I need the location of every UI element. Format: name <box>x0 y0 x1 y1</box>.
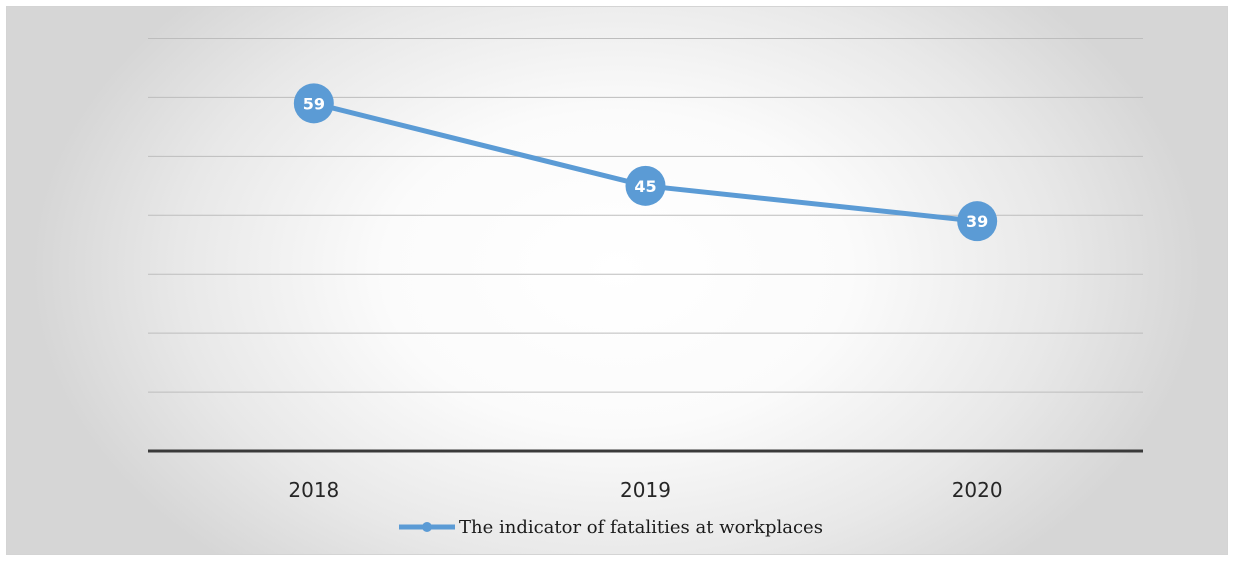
x-tick-label-2018: 2018 <box>288 478 339 502</box>
data-label-2020: 39 <box>966 212 988 231</box>
gridlines <box>148 38 1143 393</box>
x-tick-labels: 2018 2019 2020 <box>288 478 1002 502</box>
data-label-2018: 59 <box>303 94 325 113</box>
x-tick-label-2020: 2020 <box>952 478 1003 502</box>
legend-dot-marker <box>422 522 432 532</box>
legend-label: The indicator of fatalities at workplace… <box>459 517 823 538</box>
data-point-2019 <box>625 165 666 206</box>
series-layer: 59 45 39 <box>293 83 998 242</box>
legend: The indicator of fatalities at workplace… <box>399 517 823 538</box>
data-label-2019: 45 <box>634 177 656 196</box>
data-point-2018 <box>293 83 334 124</box>
data-point-2020 <box>957 201 998 242</box>
x-tick-label-2019: 2019 <box>620 478 671 502</box>
